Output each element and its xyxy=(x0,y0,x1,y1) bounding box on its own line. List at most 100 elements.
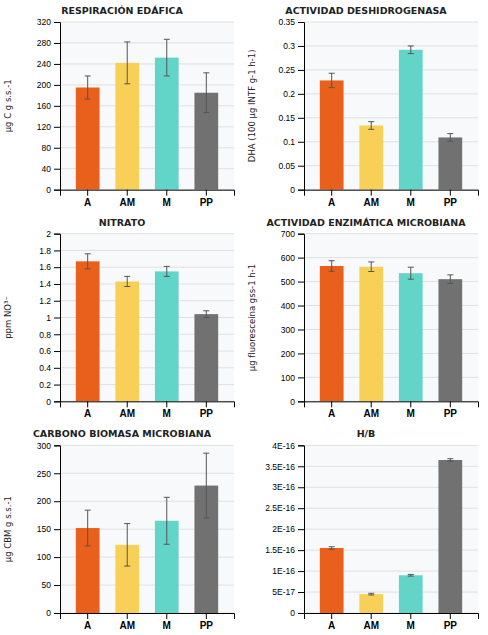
x-tick-label: PP xyxy=(200,620,214,631)
error-bar-cap xyxy=(85,75,91,76)
y-tick-mark xyxy=(298,613,304,614)
error-bar-stem xyxy=(206,73,207,113)
bar xyxy=(399,273,423,401)
y-tick-mark xyxy=(54,473,60,474)
marks xyxy=(76,453,218,613)
panel: 00.050.10.150.20.250.30.35AAMMPPDHA (100… xyxy=(247,5,479,208)
x-tick-mark xyxy=(410,401,411,407)
x-tick-label: M xyxy=(163,197,171,208)
x-tick: AM xyxy=(363,613,379,631)
x-tick-label: M xyxy=(163,408,171,419)
y-tick: 150 xyxy=(37,524,60,534)
error-bar-cap xyxy=(85,510,91,511)
error-bar xyxy=(164,497,170,544)
error-bar-stem xyxy=(331,73,332,87)
y-tick: 300 xyxy=(37,441,60,451)
marks xyxy=(320,46,462,190)
x-axis: AAMMPP xyxy=(305,401,479,419)
x-tick-label: PP xyxy=(200,408,214,419)
x-tick: M xyxy=(163,401,171,419)
y-tick-mark xyxy=(298,258,304,259)
y-tick-mark xyxy=(54,385,60,386)
y-tick-mark xyxy=(298,445,304,446)
plot-background xyxy=(304,445,478,613)
x-axis-line xyxy=(305,190,479,196)
x-tick: AM xyxy=(363,190,379,208)
x-tick-mark xyxy=(371,613,372,619)
y-tick: 200 xyxy=(281,349,304,359)
x-tick-mark xyxy=(166,613,167,619)
error-bar-cap xyxy=(203,112,209,113)
y-tick-mark xyxy=(54,501,60,502)
bar xyxy=(359,125,383,189)
y-tick-label: 300 xyxy=(281,325,295,335)
grid-line xyxy=(60,250,234,251)
y-tick-mark xyxy=(298,234,304,235)
y-tick-label: 0.35 xyxy=(278,17,295,27)
y-tick-mark xyxy=(54,318,60,319)
x-tick-label: AM xyxy=(119,620,135,631)
error-bar-cap xyxy=(329,87,335,88)
error-bar xyxy=(203,453,209,518)
y-axis-line xyxy=(298,234,305,402)
y-tick-label: 0.2 xyxy=(283,89,295,99)
y-tick-label: 0 xyxy=(46,397,51,407)
y-tick-label: 100 xyxy=(37,552,51,562)
y-tick: 40 xyxy=(42,164,60,174)
error-bar-cap xyxy=(447,274,453,275)
error-bar-cap xyxy=(368,129,374,130)
x-tick-label: M xyxy=(407,408,415,419)
y-tick: 0.2 xyxy=(283,89,304,99)
error-bar-cap xyxy=(447,283,453,284)
x-tick-label: AM xyxy=(363,408,379,419)
x-tick-label: M xyxy=(407,197,415,208)
plot: 05E-171E-161.5E-162E-162.5E-163E-163.5E-… xyxy=(265,441,478,632)
error-bar-cap xyxy=(329,546,335,547)
error-bar-stem xyxy=(206,311,207,318)
error-bar-stem xyxy=(331,261,332,272)
y-tick-mark xyxy=(298,529,304,530)
error-bar-stem xyxy=(166,266,167,276)
y-tick-label: 0 xyxy=(290,397,295,407)
error-bar xyxy=(447,459,453,462)
y-axis-title: ppm NO³⁻ xyxy=(3,296,13,339)
y-tick-label: 0 xyxy=(290,185,295,195)
error-bar-stem xyxy=(371,122,372,130)
y-axis-line xyxy=(298,23,305,191)
y-tick: 100 xyxy=(281,373,304,383)
x-tick-label: A xyxy=(84,197,91,208)
y-tick: 1.8 xyxy=(39,246,60,256)
x-axis-line xyxy=(305,614,479,620)
title: ACTIVIDAD DESHIDROGENASA xyxy=(285,5,447,16)
y-tick-label: 80 xyxy=(42,143,52,153)
error-bar xyxy=(447,275,453,284)
bar xyxy=(155,58,179,190)
y-tick-label: 600 xyxy=(281,253,295,263)
y-tick-label: 200 xyxy=(37,80,51,90)
y-tick: 2E-16 xyxy=(272,524,304,534)
y-tick: 0.4 xyxy=(39,363,60,373)
y-axis: 00.050.10.150.20.250.30.35 xyxy=(278,17,304,195)
x-tick: A xyxy=(328,401,335,419)
y-tick-label: 400 xyxy=(281,301,295,311)
y-tick-label: 50 xyxy=(42,580,52,590)
x-tick: M xyxy=(163,613,171,631)
error-bar-cap xyxy=(368,593,374,594)
error-bar xyxy=(85,76,91,99)
y-tick-mark xyxy=(298,22,304,23)
x-tick-label: PP xyxy=(200,197,214,208)
grid-line xyxy=(304,445,478,446)
x-tick-label: A xyxy=(84,620,91,631)
error-bar-cap xyxy=(164,276,170,277)
y-tick: 500 xyxy=(281,277,304,287)
bar xyxy=(76,261,100,401)
y-tick-label: 120 xyxy=(37,122,51,132)
y-tick: 0.05 xyxy=(278,161,304,171)
y-tick: 120 xyxy=(37,122,60,132)
error-bar-cap xyxy=(408,279,414,280)
error-bar-stem xyxy=(127,276,128,286)
y-tick: 4E-16 xyxy=(272,441,304,451)
x-axis-line xyxy=(61,190,235,196)
error-bar-cap xyxy=(203,453,209,454)
y-tick-mark xyxy=(54,267,60,268)
